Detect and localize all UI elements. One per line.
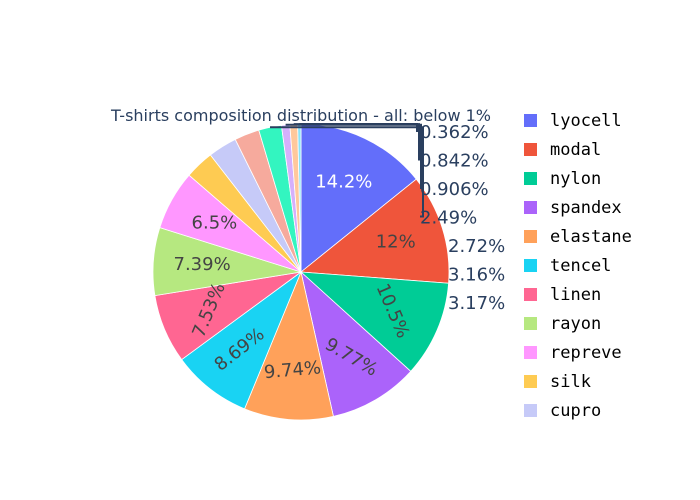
- legend-item-cupro[interactable]: cupro: [524, 401, 601, 421]
- legend-swatch-spandex: [524, 201, 537, 214]
- legend-label-silk: silk: [550, 372, 591, 392]
- legend-swatch-elastane: [524, 230, 537, 243]
- legend-label-repreve: repreve: [550, 343, 622, 363]
- legend-item-tencel[interactable]: tencel: [524, 256, 611, 276]
- slice-label-slice-12: 2.49%: [420, 208, 477, 229]
- slice-label-rayon: 7.39%: [174, 254, 231, 275]
- leader-line-slice-13: [285, 123, 422, 189]
- pie-slice-spandex[interactable]: [300, 270, 412, 417]
- legend-item-silk[interactable]: silk: [524, 372, 591, 392]
- pie-slice-nylon[interactable]: [299, 271, 450, 372]
- slice-label-lyocell: 14.2%: [315, 172, 372, 193]
- legend-label-nylon: nylon: [550, 169, 601, 189]
- legend-item-lyocell[interactable]: lyocell: [524, 111, 622, 131]
- legend-swatch-rayon: [524, 317, 537, 330]
- legend-swatch-tencel: [524, 259, 537, 272]
- slice-label-slice-14: 0.842%: [420, 151, 489, 172]
- legend-label-cupro: cupro: [550, 401, 601, 421]
- legend-label-modal: modal: [550, 140, 601, 160]
- legend-label-rayon: rayon: [550, 314, 601, 334]
- legend-item-repreve[interactable]: repreve: [524, 343, 622, 363]
- slice-label-modal: 12%: [376, 232, 416, 253]
- legend-swatch-nylon: [524, 172, 537, 185]
- slice-label-elastane: 9.74%: [263, 357, 322, 383]
- legend-swatch-repreve: [524, 346, 537, 359]
- legend-swatch-silk: [524, 375, 537, 388]
- legend-item-nylon[interactable]: nylon: [524, 169, 601, 189]
- legend-swatch-linen: [524, 288, 537, 301]
- slice-label-repreve: 6.5%: [192, 213, 238, 234]
- legend-swatch-modal: [524, 143, 537, 156]
- slice-label-slice-15: 0.362%: [420, 122, 489, 143]
- legend-item-linen[interactable]: linen: [524, 285, 601, 305]
- legend-label-tencel: tencel: [550, 256, 611, 276]
- slice-label-slice-11: 2.72%: [448, 236, 505, 257]
- slice-label-slice-13: 0.906%: [420, 179, 489, 200]
- legend-swatch-cupro: [524, 404, 537, 417]
- pie-slice-elastane[interactable]: [244, 270, 334, 421]
- chart-title: T-shirts composition distribution - all:…: [110, 106, 491, 125]
- legend-item-rayon[interactable]: rayon: [524, 314, 601, 334]
- pie-slice-modal[interactable]: [299, 178, 450, 284]
- slice-label-cupro: 3.16%: [448, 265, 505, 286]
- slice-label-silk: 3.17%: [448, 293, 505, 314]
- legend-item-modal[interactable]: modal: [524, 140, 601, 160]
- legend[interactable]: lyocell modal nylon spandex elastane tencel li…: [524, 111, 632, 421]
- legend-label-elastane: elastane: [550, 227, 632, 247]
- legend-swatch-lyocell: [524, 114, 537, 127]
- leader-line-slice-12: [270, 126, 424, 218]
- legend-label-lyocell: lyocell: [550, 111, 622, 131]
- legend-item-elastane[interactable]: elastane: [524, 227, 632, 247]
- pie-slices: [152, 123, 450, 421]
- legend-label-linen: linen: [550, 285, 601, 305]
- legend-item-spandex[interactable]: spandex: [524, 198, 622, 218]
- legend-label-spandex: spandex: [550, 198, 622, 218]
